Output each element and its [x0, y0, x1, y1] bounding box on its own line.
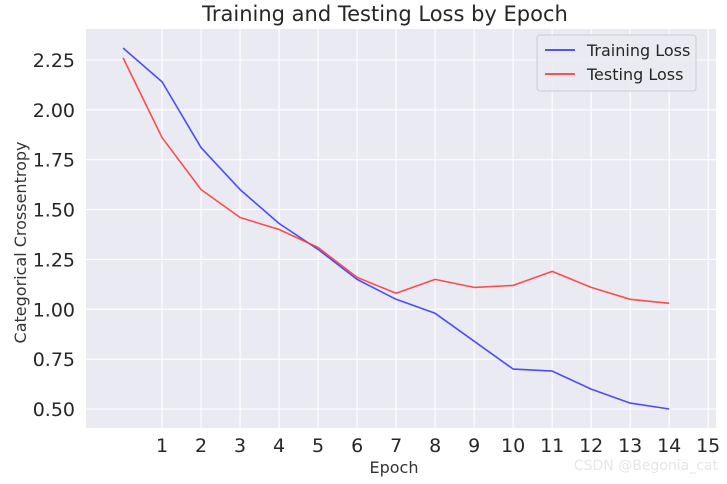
legend-box	[536, 34, 697, 92]
x-tick-label: 6	[351, 435, 363, 457]
plot-area	[86, 29, 716, 428]
x-axis-label: Epoch	[370, 458, 419, 477]
y-tick-label: 0.50	[33, 399, 75, 421]
x-tick-label: 10	[501, 435, 525, 457]
x-tick-label: 12	[579, 435, 603, 457]
x-tick-label: 4	[273, 435, 285, 457]
x-tick-label: 14	[657, 435, 681, 457]
chart-title: Training and Testing Loss by Epoch	[201, 2, 568, 26]
x-tick-label: 7	[390, 435, 402, 457]
x-tick-label: 13	[618, 435, 642, 457]
legend-label: Training Loss	[586, 41, 690, 60]
y-tick-label: 1.00	[33, 299, 75, 321]
grid	[86, 29, 716, 428]
legend-label: Testing Loss	[586, 65, 683, 84]
y-tick-label: 0.75	[33, 349, 75, 371]
x-tick-label: 15	[696, 435, 720, 457]
y-tick-label: 1.75	[33, 150, 75, 172]
x-tick-label: 2	[195, 435, 207, 457]
legend: Training Loss Testing Loss	[536, 34, 697, 92]
x-axis-ticks: 1 2 3 4 5 6 7 8 9 10 11 12 13 14 15	[156, 435, 720, 457]
watermark-text: CSDN @Begonia_cat	[574, 458, 719, 474]
x-tick-label: 11	[540, 435, 564, 457]
y-axis-label: Categorical Crossentropy	[11, 142, 30, 344]
x-tick-label: 3	[234, 435, 246, 457]
y-axis-ticks: 0.50 0.75 1.00 1.25 1.50 1.75 2.00 2.25	[33, 50, 75, 421]
x-tick-label: 1	[156, 435, 168, 457]
series-lines	[122, 47, 670, 410]
x-tick-label: 5	[312, 435, 324, 457]
x-tick-label: 9	[468, 435, 480, 457]
series-line-training-loss	[122, 47, 670, 410]
y-tick-label: 1.25	[33, 249, 75, 271]
y-tick-label: 2.00	[33, 100, 75, 122]
y-tick-label: 1.50	[33, 200, 75, 222]
series-line-testing-loss	[122, 57, 670, 305]
y-tick-label: 2.25	[33, 50, 75, 72]
x-tick-label: 8	[429, 435, 441, 457]
